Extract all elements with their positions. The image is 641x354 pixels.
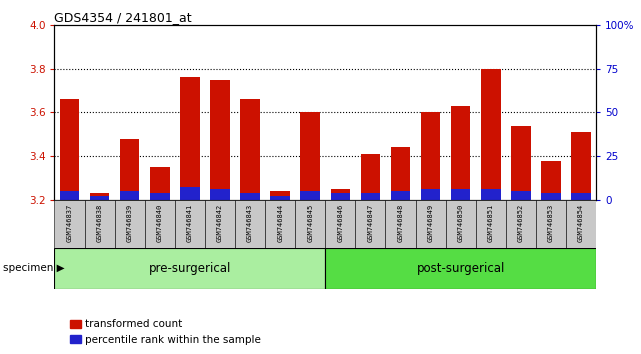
Bar [115, 200, 145, 248]
Bar [481, 189, 501, 200]
Bar [391, 191, 410, 200]
Bar [180, 77, 200, 200]
Bar [54, 200, 85, 248]
Bar [150, 193, 170, 200]
Bar [421, 189, 440, 200]
Bar [445, 200, 476, 248]
Bar [205, 200, 235, 248]
Text: GDS4354 / 241801_at: GDS4354 / 241801_at [54, 11, 192, 24]
Text: GSM746847: GSM746847 [367, 204, 374, 242]
Bar [120, 191, 140, 200]
Bar [60, 191, 79, 200]
Text: GSM746845: GSM746845 [307, 204, 313, 242]
Bar [85, 200, 115, 248]
Text: GSM746844: GSM746844 [277, 204, 283, 242]
Bar [180, 187, 200, 200]
Bar [90, 193, 110, 200]
Bar [175, 200, 205, 248]
Bar [451, 106, 470, 200]
Text: GSM746846: GSM746846 [337, 204, 344, 242]
Bar [120, 139, 140, 200]
Text: GSM746850: GSM746850 [458, 204, 463, 242]
Bar [235, 200, 265, 248]
Text: GSM746841: GSM746841 [187, 204, 193, 242]
Bar [361, 193, 380, 200]
Bar [421, 112, 440, 200]
Bar [210, 80, 229, 200]
Text: GSM746853: GSM746853 [548, 204, 554, 242]
Bar [54, 248, 326, 289]
Legend: transformed count, percentile rank within the sample: transformed count, percentile rank withi… [66, 315, 265, 349]
Text: GSM746842: GSM746842 [217, 204, 223, 242]
Text: GSM746837: GSM746837 [67, 204, 72, 242]
Text: GSM746838: GSM746838 [97, 204, 103, 242]
Bar [326, 248, 596, 289]
Text: GSM746843: GSM746843 [247, 204, 253, 242]
Bar [451, 189, 470, 200]
Bar [271, 191, 290, 200]
Bar [265, 200, 296, 248]
Bar [361, 154, 380, 200]
Bar [240, 193, 260, 200]
Bar [210, 189, 229, 200]
Bar [391, 147, 410, 200]
Bar [536, 200, 566, 248]
Bar [90, 196, 110, 200]
Bar [326, 200, 355, 248]
Bar [355, 200, 385, 248]
Bar [240, 99, 260, 200]
Text: GSM746854: GSM746854 [578, 204, 584, 242]
Bar [331, 193, 350, 200]
Bar [571, 132, 591, 200]
Bar [541, 161, 561, 200]
Bar [566, 200, 596, 248]
Bar [296, 200, 326, 248]
Text: GSM746852: GSM746852 [518, 204, 524, 242]
Bar [60, 99, 79, 200]
Text: pre-surgerical: pre-surgerical [149, 262, 231, 275]
Bar [511, 126, 531, 200]
Text: GSM746851: GSM746851 [488, 204, 494, 242]
Bar [150, 167, 170, 200]
Bar [415, 200, 445, 248]
Text: specimen ▶: specimen ▶ [3, 263, 65, 273]
Bar [541, 193, 561, 200]
Bar [476, 200, 506, 248]
Bar [385, 200, 415, 248]
Bar [331, 189, 350, 200]
Bar [481, 69, 501, 200]
Text: GSM746848: GSM746848 [397, 204, 404, 242]
Bar [571, 193, 591, 200]
Bar [511, 191, 531, 200]
Bar [301, 112, 320, 200]
Bar [506, 200, 536, 248]
Text: GSM746840: GSM746840 [157, 204, 163, 242]
Bar [145, 200, 175, 248]
Text: GSM746839: GSM746839 [127, 204, 133, 242]
Bar [301, 191, 320, 200]
Text: GSM746849: GSM746849 [428, 204, 433, 242]
Text: post-surgerical: post-surgerical [417, 262, 505, 275]
Bar [271, 196, 290, 200]
